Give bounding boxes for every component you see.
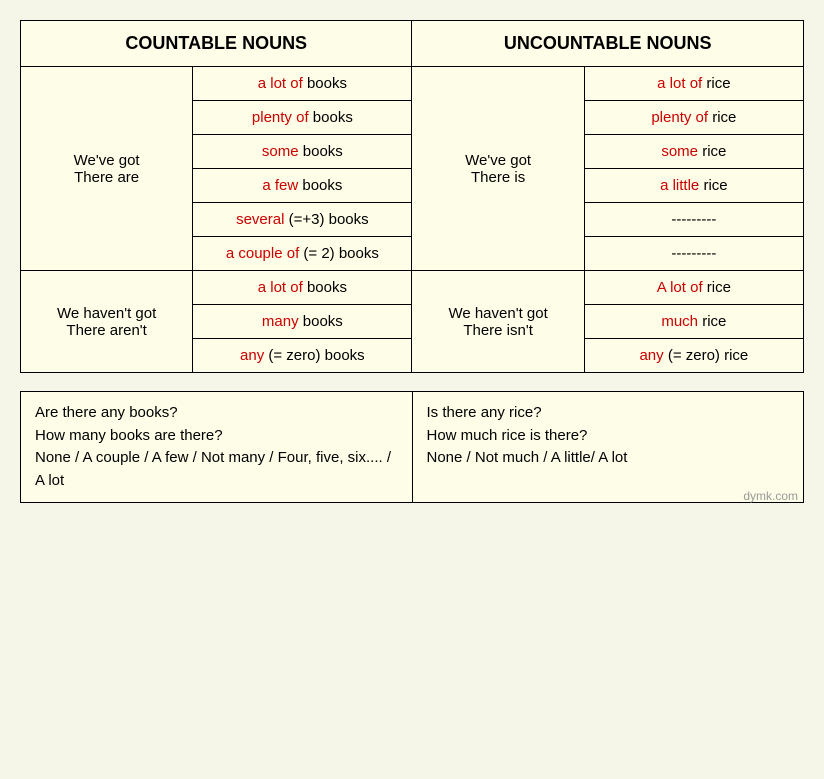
affirmative-uncountable-subject: We've gotThere is [412,67,584,271]
quantifier: much [661,313,698,330]
noun: books [303,75,347,92]
uncountable-phrase: --------- [584,203,803,237]
table-row: We haven't gotThere aren'ta lot of books… [21,271,804,305]
uncountable-phrase: a little rice [584,169,803,203]
uncountable-phrase: much rice [584,305,803,339]
noun: books [299,313,343,330]
negative-countable-subject: We haven't gotThere aren't [21,271,193,373]
quantifier: some [661,143,698,160]
uncountable-phrase: any (= zero) rice [584,339,803,373]
questions-table: Are there any books?How many books are t… [20,391,804,503]
table-row: We've gotThere area lot of booksWe've go… [21,67,804,101]
countable-phrase: several (=+3) books [193,203,412,237]
quantifier: several [236,211,284,228]
noun: books [299,143,343,160]
quantifier: plenty of [252,109,309,126]
countable-phrase: a few books [193,169,412,203]
quantifier: a lot of [258,279,303,296]
noun: rice [703,279,731,296]
uncountable-phrase: plenty of rice [584,101,803,135]
negative-uncountable-subject: We haven't gotThere isn't [412,271,584,373]
grammar-table: COUNTABLE NOUNS UNCOUNTABLE NOUNS We've … [20,20,804,373]
uncountable-questions: Is there any rice?How much rice is there… [412,392,804,503]
quantifier: A lot of [657,279,703,296]
countable-questions: Are there any books?How many books are t… [21,392,413,503]
countable-phrase: a lot of books [193,271,412,305]
countable-phrase: a lot of books [193,67,412,101]
noun: (= 2) books [299,245,379,262]
noun: rice [699,177,727,194]
noun: (=+3) books [284,211,368,228]
countable-phrase: plenty of books [193,101,412,135]
countable-phrase: a couple of (= 2) books [193,237,412,271]
countable-phrase: many books [193,305,412,339]
noun: --------- [671,211,716,228]
countable-header: COUNTABLE NOUNS [21,21,412,67]
quantifier: a couple of [226,245,299,262]
noun: --------- [671,245,716,262]
quantifier: plenty of [651,109,708,126]
noun: rice [702,75,730,92]
noun: rice [698,313,726,330]
affirmative-countable-subject: We've gotThere are [21,67,193,271]
quantifier: any [240,347,264,364]
quantifier: a lot of [258,75,303,92]
quantifier: a few [262,177,298,194]
quantifier: a lot of [657,75,702,92]
watermark: dymk.com [20,489,804,503]
countable-phrase: any (= zero) books [193,339,412,373]
uncountable-phrase: --------- [584,237,803,271]
noun: books [303,279,347,296]
uncountable-phrase: a lot of rice [584,67,803,101]
uncountable-header: UNCOUNTABLE NOUNS [412,21,804,67]
quantifier: any [639,347,663,364]
header-row: COUNTABLE NOUNS UNCOUNTABLE NOUNS [21,21,804,67]
uncountable-phrase: A lot of rice [584,271,803,305]
quantifier: a little [660,177,699,194]
noun: (= zero) books [264,347,364,364]
quantifier: many [262,313,299,330]
noun: rice [708,109,736,126]
noun: (= zero) rice [664,347,749,364]
quantifier: some [262,143,299,160]
countable-phrase: some books [193,135,412,169]
noun: books [309,109,353,126]
uncountable-phrase: some rice [584,135,803,169]
noun: rice [698,143,726,160]
noun: books [298,177,342,194]
